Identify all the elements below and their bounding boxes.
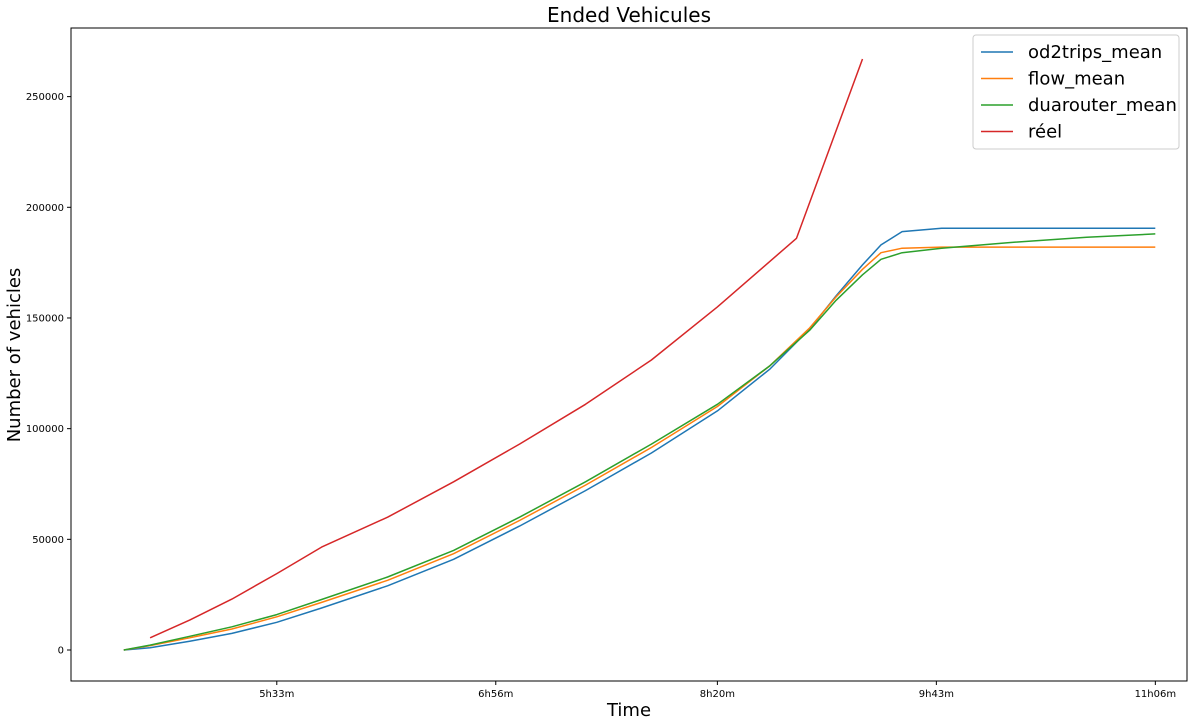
y-tick-label: 50000 xyxy=(32,535,64,546)
y-tick-label: 150000 xyxy=(26,313,64,324)
legend-label: flow_mean xyxy=(1028,69,1125,90)
chart-title: Ended Vehicules xyxy=(547,3,711,27)
legend-box xyxy=(972,34,1180,150)
y-tick-label: 0 xyxy=(58,646,64,657)
y-tick-label: 250000 xyxy=(26,92,64,103)
legend-label: réel xyxy=(1028,122,1062,143)
y-axis-title: Number of vehicles xyxy=(4,268,25,443)
series-line-r-el xyxy=(149,58,864,639)
series-lines xyxy=(123,58,1156,651)
series-line-od2trips-mean xyxy=(123,227,1156,651)
x-tick-label: 9h43m xyxy=(919,689,954,700)
x-tick-label: 8h20m xyxy=(700,689,735,700)
plot-area xyxy=(70,27,1188,682)
y-tick-label: 200000 xyxy=(26,203,64,214)
legend: od2trips_mean flow_mean duarouter_mean réel xyxy=(972,34,1180,150)
series-line-duarouter-mean xyxy=(123,233,1156,651)
legend-label: duarouter_mean xyxy=(1028,95,1177,116)
y-tick-label: 100000 xyxy=(26,424,64,435)
plot-frame xyxy=(70,27,1188,682)
x-tick-label: 6h56m xyxy=(478,689,513,700)
series-line-flow-mean xyxy=(123,246,1156,651)
y-axis-ticks: 0 50000 100000 150000 200000 250000 xyxy=(26,92,71,657)
x-axis-title: Time xyxy=(606,700,651,721)
x-tick-label: 5h33m xyxy=(259,689,294,700)
x-tick-label: 11h06m xyxy=(1135,689,1177,700)
x-axis-ticks: 5h33m 6h56m 8h20m 9h43m 11h06m xyxy=(259,681,1176,700)
legend-label: od2trips_mean xyxy=(1028,42,1162,63)
